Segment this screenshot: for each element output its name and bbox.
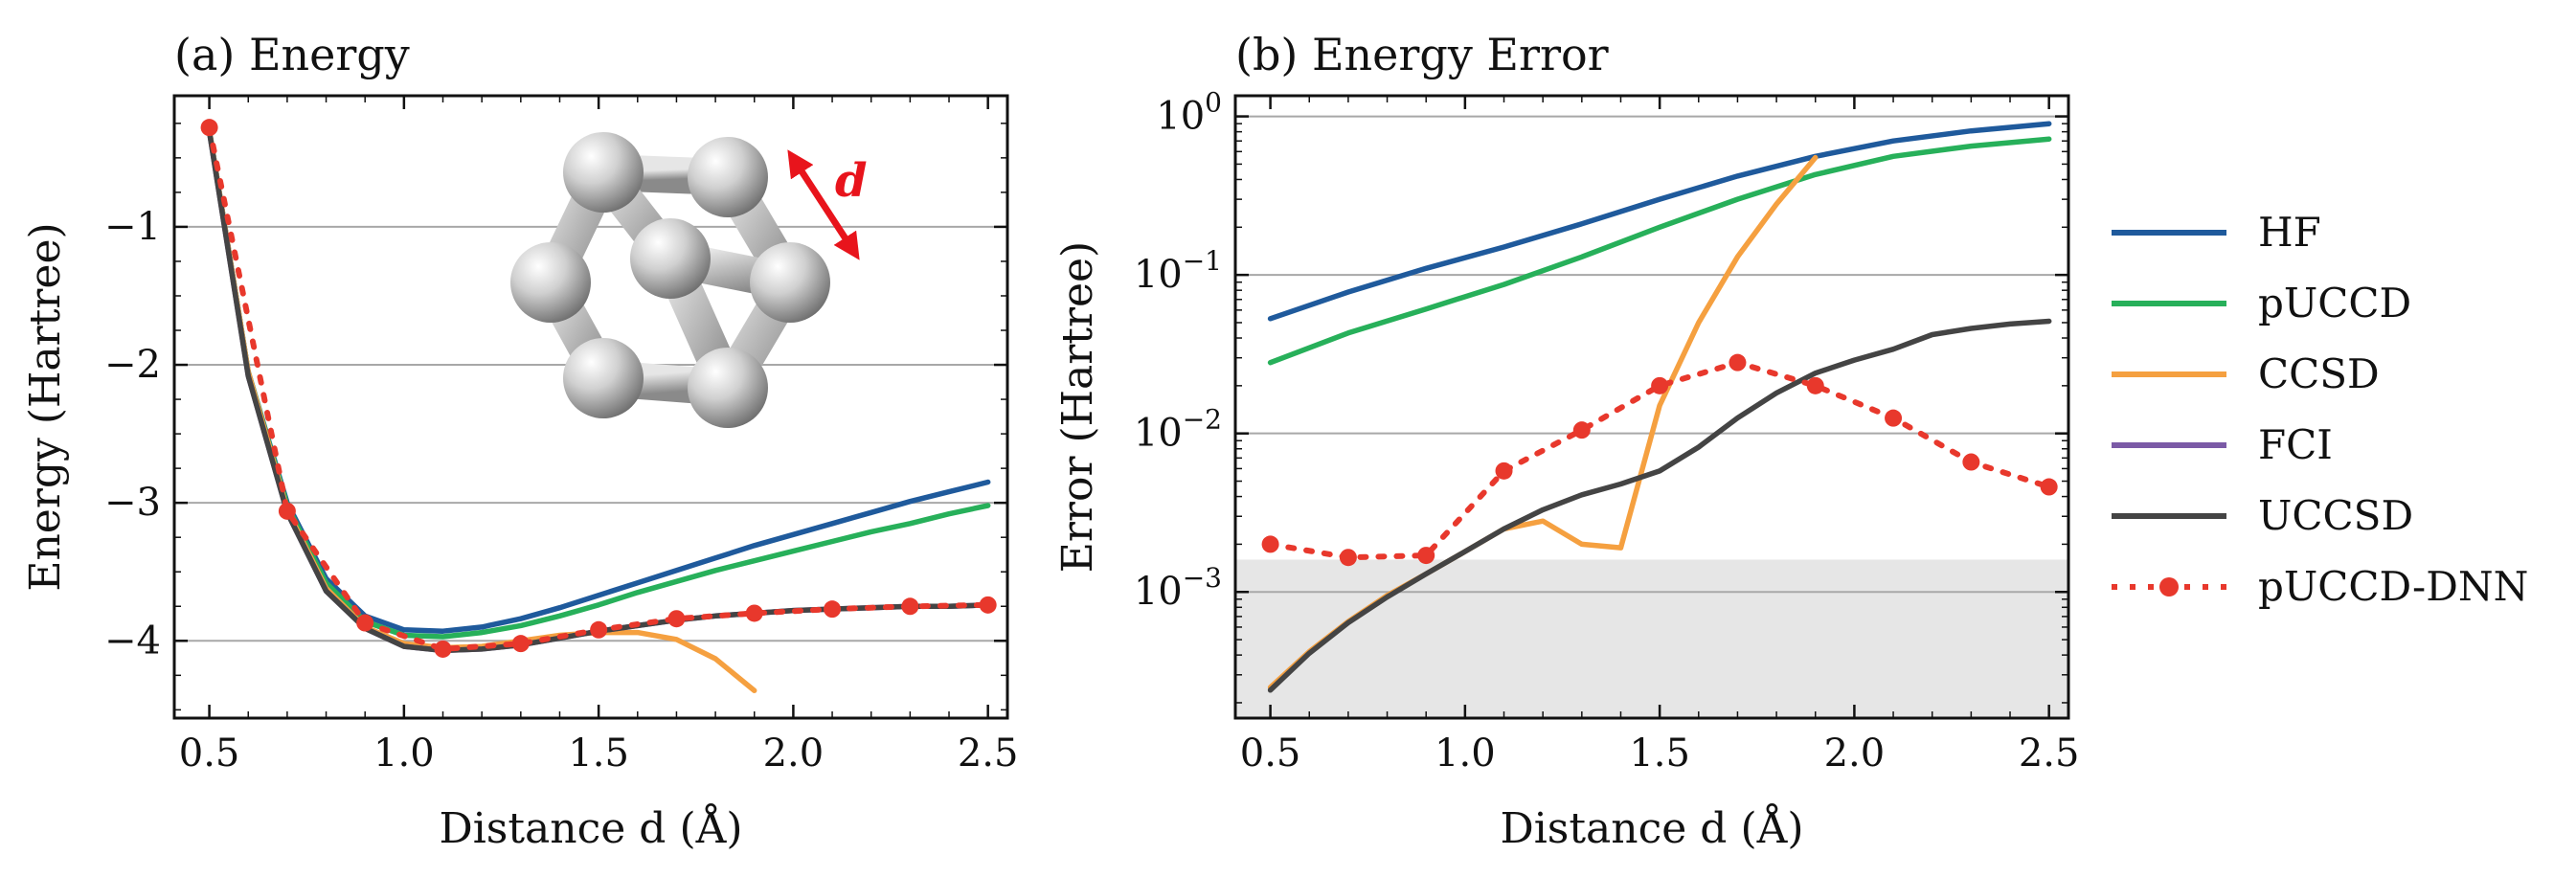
data-point-puccd-dnn xyxy=(2040,478,2058,496)
atom xyxy=(630,218,711,299)
y-tick-label: 100 xyxy=(1156,87,1222,139)
x-tick-label: 0.5 xyxy=(1240,732,1301,776)
data-point-puccd-dnn xyxy=(1651,376,1669,394)
panel-b-title: (b) Energy Error xyxy=(1235,29,1609,80)
data-point-puccd-dnn xyxy=(1572,421,1591,439)
legend-marker xyxy=(2159,577,2179,597)
data-point-puccd-dnn xyxy=(1962,453,1980,471)
panel-b-grid xyxy=(1235,115,2068,594)
y-tick-label: 10−1 xyxy=(1134,245,1222,297)
panel-a-xlabel: Distance d (Å) xyxy=(439,802,742,853)
data-point-puccd-dnn xyxy=(1806,376,1824,394)
atom xyxy=(563,132,644,213)
panel-a-grid xyxy=(174,225,1007,642)
legend-item: CCSD xyxy=(2112,350,2380,397)
legend-item: UCCSD xyxy=(2112,492,2413,539)
data-point-puccd-dnn xyxy=(200,119,218,137)
x-tick-label: 1.5 xyxy=(1629,732,1690,776)
x-tick-label: 1.0 xyxy=(1435,732,1496,776)
panel-energy: (a) Energy xyxy=(21,29,1018,853)
y-tick-label: −2 xyxy=(104,343,161,387)
data-point-puccd-dnn xyxy=(1417,547,1435,565)
legend: HF pUCCD CCSD FCI UCCSD pUCCD-DNN xyxy=(2112,209,2528,610)
x-tick-label: 2.0 xyxy=(763,732,825,776)
panel-b-frame xyxy=(1233,94,2070,720)
panel-b-ticks: 100 10−1 10−2 10−3 0.5 1.0 1.5 2.0 2.5 xyxy=(1134,87,2080,776)
legend-item: pUCCD-DNN xyxy=(2112,563,2528,610)
atom xyxy=(510,242,591,323)
data-point-puccd-dnn xyxy=(590,620,608,639)
x-tick-label: 2.0 xyxy=(1824,732,1886,776)
atom xyxy=(563,338,644,418)
panel-a-ylabel: Energy (Hartree) xyxy=(21,222,70,591)
series-line-puccd-dnn xyxy=(1267,359,2052,561)
panel-b-ylabel: Error (Hartree) xyxy=(1053,241,1102,573)
x-tick-label: 1.5 xyxy=(568,732,629,776)
legend-label: pUCCD-DNN xyxy=(2258,563,2528,610)
legend-item: HF xyxy=(2112,209,2321,256)
legend-item: FCI xyxy=(2112,421,2333,468)
y-tick-label: −4 xyxy=(104,619,161,663)
distance-arrow xyxy=(787,149,860,260)
legend-item: pUCCD xyxy=(2112,280,2411,326)
molecule-inset: d xyxy=(510,132,868,428)
y-tick-label: −3 xyxy=(104,481,161,525)
legend-label: FCI xyxy=(2258,421,2333,468)
distance-label: d xyxy=(835,154,868,208)
x-tick-label: 2.5 xyxy=(958,732,1019,776)
data-point-puccd-dnn xyxy=(278,502,296,520)
series-line-ccsd xyxy=(206,127,757,693)
x-tick-label: 0.5 xyxy=(179,732,240,776)
series-line-puccd xyxy=(1267,136,2052,366)
series-line-hf xyxy=(1267,121,2052,322)
data-point-puccd-dnn xyxy=(1495,462,1513,480)
data-point-puccd-dnn xyxy=(1261,535,1279,553)
series-line-uccsd xyxy=(1267,318,2052,693)
data-point-puccd-dnn xyxy=(901,597,919,616)
legend-label: UCCSD xyxy=(2258,492,2413,539)
series-line-hf xyxy=(206,127,991,634)
data-point-puccd-dnn xyxy=(667,610,686,628)
data-point-puccd-dnn xyxy=(1339,549,1357,567)
series-line-puccd xyxy=(206,127,991,640)
y-tick-label: 10−2 xyxy=(1134,404,1222,456)
data-point-puccd-dnn xyxy=(1729,353,1747,371)
data-point-puccd-dnn xyxy=(824,600,842,619)
panel-a-title: (a) Energy xyxy=(174,29,410,80)
atom xyxy=(750,242,830,323)
data-point-puccd-dnn xyxy=(1885,409,1903,427)
data-point-puccd-dnn xyxy=(979,596,997,614)
panel-energy-error: (b) Energy Error 100 10−1 10−2 10−3 0.5 1.0 1.… xyxy=(1053,29,2079,853)
data-point-puccd-dnn xyxy=(434,640,452,658)
data-point-puccd-dnn xyxy=(511,635,530,653)
panel-b-xlabel: Distance d (Å) xyxy=(1500,802,1803,853)
panel-a-frame xyxy=(172,94,1009,720)
atom xyxy=(688,137,768,217)
legend-label: CCSD xyxy=(2258,350,2380,397)
data-point-puccd-dnn xyxy=(356,614,374,632)
panel-b-series xyxy=(1261,121,2058,693)
panel-a-series xyxy=(200,119,997,693)
x-tick-label: 1.0 xyxy=(373,732,435,776)
y-tick-label: −1 xyxy=(104,205,161,249)
x-tick-label: 2.5 xyxy=(2019,732,2080,776)
panel-a-ticks: −1 −2 −3 −4 0.5 1.0 1.5 2.0 2.5 xyxy=(104,96,1018,776)
legend-label: pUCCD xyxy=(2258,280,2411,326)
atom xyxy=(688,348,768,428)
data-point-puccd-dnn xyxy=(745,604,763,622)
y-tick-label: 10−3 xyxy=(1134,562,1222,614)
legend-label: HF xyxy=(2258,209,2321,256)
chemical-accuracy-region xyxy=(1235,559,2068,718)
